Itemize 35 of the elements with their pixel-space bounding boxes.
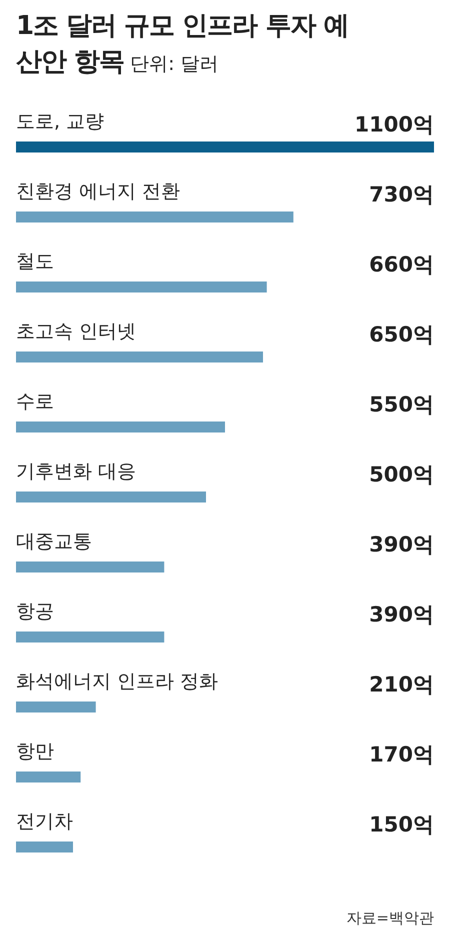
- bar: [16, 772, 81, 782]
- bar: [16, 492, 206, 502]
- data-label: 390억: [369, 602, 434, 626]
- bar: [16, 422, 225, 432]
- data-label: 170억: [369, 742, 434, 766]
- y-tick-label: 기후변화 대응: [16, 460, 136, 482]
- data-label: 730억: [369, 182, 434, 206]
- data-label: 150억: [369, 812, 434, 836]
- bar: [16, 142, 434, 152]
- bar: [16, 702, 96, 712]
- y-tick-label: 화석에너지 인프라 정화: [16, 670, 218, 692]
- y-tick-label: 항공: [16, 600, 54, 622]
- data-label: 550억: [369, 392, 434, 416]
- y-tick-label: 항만: [16, 740, 54, 762]
- data-label: 1100억: [354, 112, 434, 136]
- y-tick-label: 도로, 교량: [16, 110, 104, 132]
- bar: [16, 632, 164, 642]
- y-tick-label: 초고속 인터넷: [16, 320, 136, 342]
- data-label: 650억: [369, 322, 434, 346]
- y-tick-label: 친환경 에너지 전환: [16, 180, 180, 202]
- data-label: 390억: [369, 532, 434, 556]
- bar: [16, 282, 267, 292]
- data-label: 210억: [369, 672, 434, 696]
- bar: [16, 352, 263, 362]
- y-tick-label: 수로: [16, 390, 54, 412]
- data-label: 500억: [369, 462, 434, 486]
- bar: [16, 562, 164, 572]
- bar: [16, 212, 294, 222]
- bar: [16, 842, 73, 852]
- chart-subtitle: 단위: 달러: [129, 53, 219, 75]
- text: 자료=백악관: [346, 909, 434, 928]
- y-tick-label: 철도: [16, 250, 54, 272]
- y-tick-label: 전기차: [16, 810, 73, 832]
- data-label: 660억: [369, 252, 434, 276]
- y-tick-label: 대중교통: [16, 530, 92, 552]
